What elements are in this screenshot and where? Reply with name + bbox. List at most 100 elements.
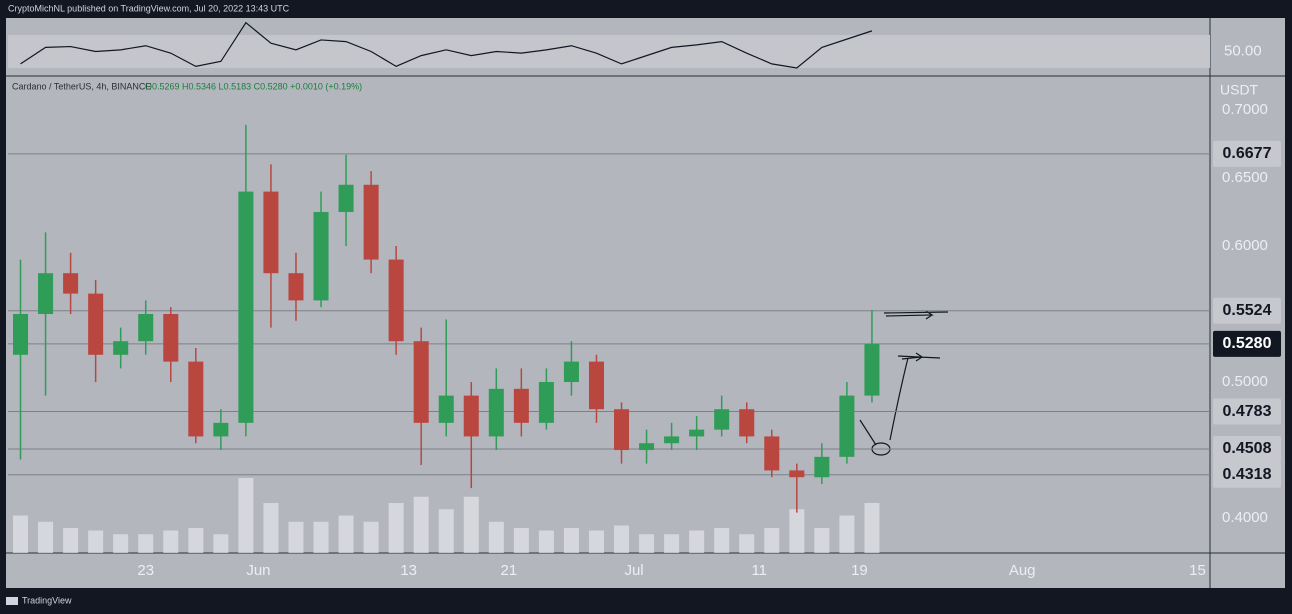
volume-bar	[563, 528, 579, 553]
candle-body	[413, 341, 429, 423]
candle-body	[714, 409, 730, 430]
candle-body	[138, 314, 154, 342]
candle-body	[513, 388, 529, 423]
y-tick-label: 50.00	[1224, 42, 1262, 59]
x-tick-label: 23	[137, 562, 154, 579]
candle-body	[563, 361, 579, 383]
x-tick-label: Jun	[246, 562, 270, 579]
candle-body	[739, 409, 755, 437]
candle-body	[13, 314, 29, 355]
candle-body	[614, 409, 630, 451]
price-label: 0.6677	[1223, 145, 1272, 162]
price-label-box	[1213, 461, 1281, 488]
brand-logo	[6, 597, 18, 605]
candle-body	[338, 184, 354, 212]
y-tick-label: 0.4000	[1222, 509, 1268, 526]
rsi-band	[8, 34, 1210, 68]
volume-bar	[864, 503, 880, 553]
chart-background	[6, 18, 1285, 588]
drawn-arrow	[883, 310, 949, 320]
candle-body	[363, 184, 379, 260]
volume-bar	[113, 534, 129, 553]
volume-bar	[138, 534, 154, 553]
volume-bar	[588, 530, 604, 553]
plot	[8, 21, 1210, 553]
volume-bar	[739, 534, 755, 553]
y-tick-label: 0.6500	[1222, 169, 1268, 186]
candle-body	[213, 422, 229, 437]
symbol-title: Cardano / TetherUS, 4h, BINANCE	[12, 81, 151, 91]
volume-bar	[614, 525, 630, 553]
candle-body	[388, 259, 404, 342]
x-tick-label: Jul	[624, 562, 643, 579]
candle-body	[88, 293, 104, 355]
candle-body	[463, 395, 479, 437]
candle-body	[689, 429, 705, 437]
volume-bar	[213, 534, 229, 553]
volume-bar	[789, 509, 805, 553]
price-label-box	[1213, 140, 1281, 167]
y-tick-label: 0.6000	[1222, 237, 1268, 254]
x-tick-label: 21	[500, 562, 517, 579]
price-label: 0.4318	[1223, 466, 1272, 483]
candle-body	[488, 388, 504, 437]
drawn-path	[859, 357, 909, 446]
currency-label: USDT	[1220, 82, 1259, 98]
candle-body	[764, 436, 780, 471]
x-tick-label: 11	[751, 562, 767, 579]
candle-body	[188, 361, 204, 437]
volume-bar	[463, 496, 479, 553]
volume-bar	[163, 530, 179, 553]
candle-body	[163, 314, 179, 362]
price-label-box	[1213, 398, 1281, 425]
y-tick-label: 0.7000	[1222, 101, 1268, 118]
volume-bar	[188, 528, 204, 553]
volume-bar	[814, 528, 830, 553]
price-label-box	[1213, 435, 1281, 462]
candle-body	[789, 470, 805, 478]
volume-bar	[13, 515, 29, 553]
y-tick-label: 0.5000	[1222, 373, 1268, 390]
x-tick-label: 15	[1189, 562, 1206, 579]
volume-bar	[88, 530, 104, 553]
volume-bar	[388, 503, 404, 553]
price-label: 0.5280	[1223, 335, 1272, 352]
candle-body	[438, 395, 454, 423]
candle-body	[639, 443, 655, 451]
volume-bar	[513, 528, 529, 553]
candle-body	[839, 395, 855, 457]
volume-bar	[363, 521, 379, 553]
volume-bar	[263, 503, 279, 553]
candle-body	[113, 341, 129, 355]
x-tick-label: 19	[851, 562, 868, 579]
candle-body	[588, 361, 604, 410]
x-tick-label: 13	[400, 562, 417, 579]
volume-bar	[488, 521, 504, 553]
volume-bar	[714, 528, 730, 553]
rsi-line	[20, 21, 873, 69]
volume-bar	[839, 515, 855, 553]
candle-body	[263, 191, 279, 274]
ohlc-legend: O0.5269 H0.5346 L0.5183 C0.5280 +0.0010 …	[145, 81, 362, 91]
candle-body	[313, 211, 329, 301]
candle-body	[864, 343, 880, 396]
candle-body	[814, 456, 830, 478]
price-label: 0.4783	[1223, 403, 1272, 420]
volume-bar	[438, 509, 454, 553]
price-label-box	[1213, 330, 1281, 357]
brand: TradingView	[22, 595, 72, 605]
volume-bar	[338, 515, 354, 553]
price-label: 0.5524	[1223, 302, 1272, 319]
volume-bar	[639, 534, 655, 553]
volume-bar	[689, 530, 705, 553]
volume-bar	[288, 521, 304, 553]
volume-bar	[664, 534, 680, 553]
price-label-box	[1213, 297, 1281, 324]
volume-bar	[38, 521, 54, 553]
volume-bar	[413, 496, 429, 553]
candle-body	[664, 436, 680, 444]
candle-body	[238, 191, 254, 423]
volume-bar	[538, 530, 554, 553]
volume-bar	[63, 528, 79, 553]
